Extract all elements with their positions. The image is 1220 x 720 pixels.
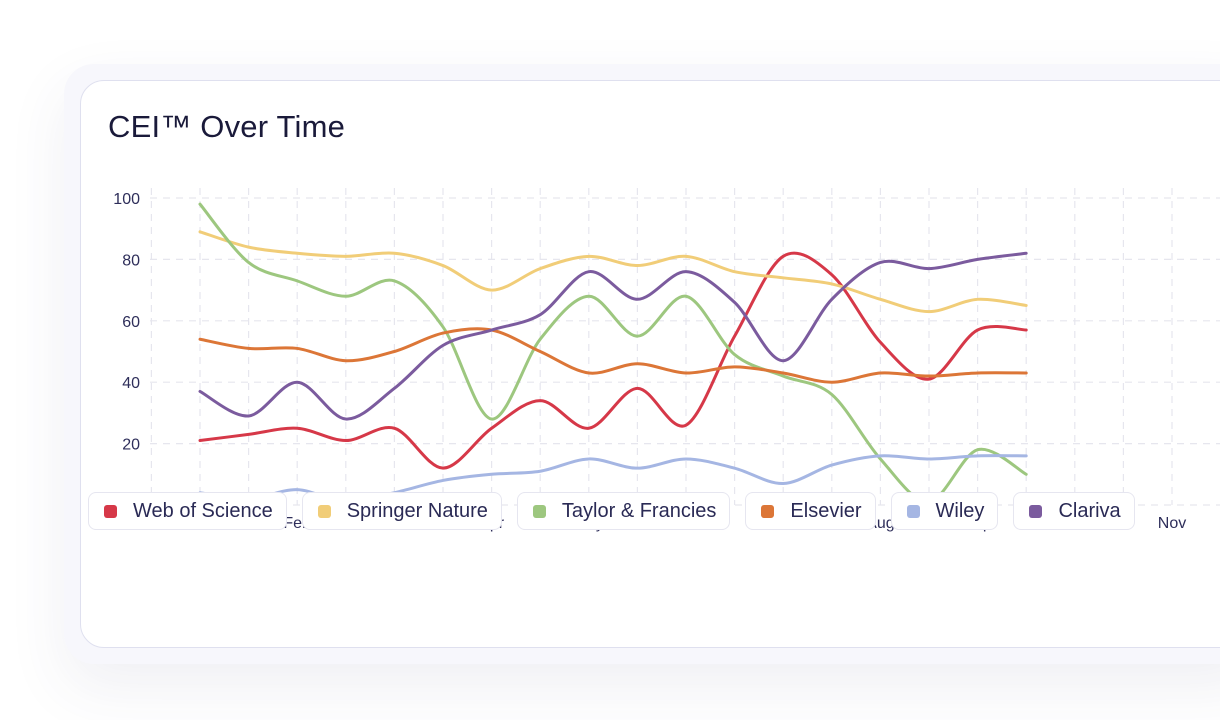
legend-swatch — [104, 504, 117, 518]
series-line-3 — [198, 327, 1028, 384]
y-tick-label: 40 — [122, 375, 140, 392]
y-tick-label: 100 — [113, 191, 140, 208]
legend-label: Springer Nature — [346, 499, 488, 522]
legend-swatch — [1029, 504, 1043, 518]
y-tick-label: 80 — [122, 252, 140, 269]
y-tick-label: 60 — [122, 314, 140, 331]
legend-item[interactable]: Web of Science — [88, 492, 287, 530]
legend-label: Web of Science — [133, 499, 273, 522]
legend-label: Clariva — [1058, 499, 1121, 522]
chart-grid — [150, 188, 1220, 506]
chart-title: CEI™ Over Time — [108, 109, 346, 144]
legend-item[interactable]: Clariva — [1013, 492, 1135, 530]
legend-label: Taylor & Francies — [561, 499, 717, 522]
series-line-0 — [198, 251, 1028, 470]
legend-label: Elsevier — [790, 499, 862, 522]
legend-swatch — [317, 504, 331, 518]
x-tick-label: Nov — [1158, 515, 1186, 532]
legend-label: Wiley — [935, 499, 985, 522]
legend-swatch — [761, 504, 775, 518]
chart-legend: Web of Science Springer Nature Taylor & Fr… — [88, 492, 1135, 530]
legend-swatch — [906, 504, 920, 518]
chart-lines — [198, 202, 1028, 504]
legend-item[interactable]: Elsevier — [745, 492, 876, 530]
legend-item[interactable]: Taylor & Francies — [516, 492, 731, 530]
series-line-1 — [198, 230, 1028, 314]
legend-item[interactable]: Wiley — [890, 492, 999, 530]
series-line-5 — [198, 251, 1028, 421]
series-line-2 — [198, 202, 1028, 504]
legend-item[interactable]: Springer Nature — [301, 492, 502, 530]
y-axis-ticks: 020406080100 — [113, 191, 140, 515]
legend-swatch — [532, 504, 546, 518]
y-tick-label: 20 — [122, 437, 140, 454]
